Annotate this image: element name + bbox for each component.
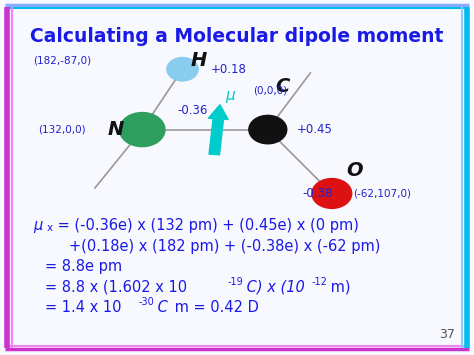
FancyArrow shape xyxy=(209,105,228,155)
Circle shape xyxy=(167,58,198,81)
Text: +0.45: +0.45 xyxy=(296,123,332,136)
Text: (132,0,0): (132,0,0) xyxy=(38,125,85,135)
Text: +0.18: +0.18 xyxy=(211,63,247,76)
Text: Calculating a Molecular dipole moment: Calculating a Molecular dipole moment xyxy=(30,27,444,46)
Text: C: C xyxy=(153,300,168,315)
Text: C: C xyxy=(275,77,289,97)
Text: -0.36: -0.36 xyxy=(178,104,208,116)
Text: -30: -30 xyxy=(139,297,155,307)
Text: m = 0.42 D: m = 0.42 D xyxy=(170,300,259,315)
Text: 37: 37 xyxy=(439,328,455,341)
Circle shape xyxy=(249,115,287,144)
Text: -0.38: -0.38 xyxy=(302,187,333,200)
Text: = 8.8e pm: = 8.8e pm xyxy=(45,260,122,274)
Text: μ: μ xyxy=(33,218,43,233)
Text: = 1.4 x 10: = 1.4 x 10 xyxy=(45,300,121,315)
Text: x: x xyxy=(46,223,53,233)
Text: -19: -19 xyxy=(228,277,243,287)
Text: C) x (10: C) x (10 xyxy=(242,279,304,294)
Text: +(0.18e) x (182 pm) + (-0.38e) x (-62 pm): +(0.18e) x (182 pm) + (-0.38e) x (-62 pm… xyxy=(69,239,380,254)
Text: (0,0,0): (0,0,0) xyxy=(254,86,288,95)
Circle shape xyxy=(119,113,165,147)
Text: m): m) xyxy=(326,279,350,294)
Text: O: O xyxy=(346,161,363,180)
Circle shape xyxy=(312,179,352,208)
Text: H: H xyxy=(191,51,207,70)
Text: (182,-87,0): (182,-87,0) xyxy=(33,55,91,65)
Text: = (-0.36e) x (132 pm) + (0.45e) x (0 pm): = (-0.36e) x (132 pm) + (0.45e) x (0 pm) xyxy=(53,218,359,233)
Text: -12: -12 xyxy=(312,277,328,287)
Text: μ: μ xyxy=(225,88,235,103)
Text: N: N xyxy=(108,120,124,139)
Text: = 8.8 x (1.602 x 10: = 8.8 x (1.602 x 10 xyxy=(45,279,187,294)
Text: (-62,107,0): (-62,107,0) xyxy=(353,189,411,198)
